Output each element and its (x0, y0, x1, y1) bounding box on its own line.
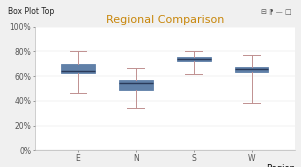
Text: Box Plot Top: Box Plot Top (8, 7, 54, 16)
Title: Regional Comparison: Regional Comparison (106, 15, 224, 25)
PathPatch shape (177, 57, 210, 61)
X-axis label: Region: Region (266, 164, 295, 167)
PathPatch shape (119, 80, 153, 90)
PathPatch shape (235, 67, 268, 72)
PathPatch shape (61, 64, 95, 73)
Text: ⊟ ⁋ — □: ⊟ ⁋ — □ (261, 9, 292, 15)
